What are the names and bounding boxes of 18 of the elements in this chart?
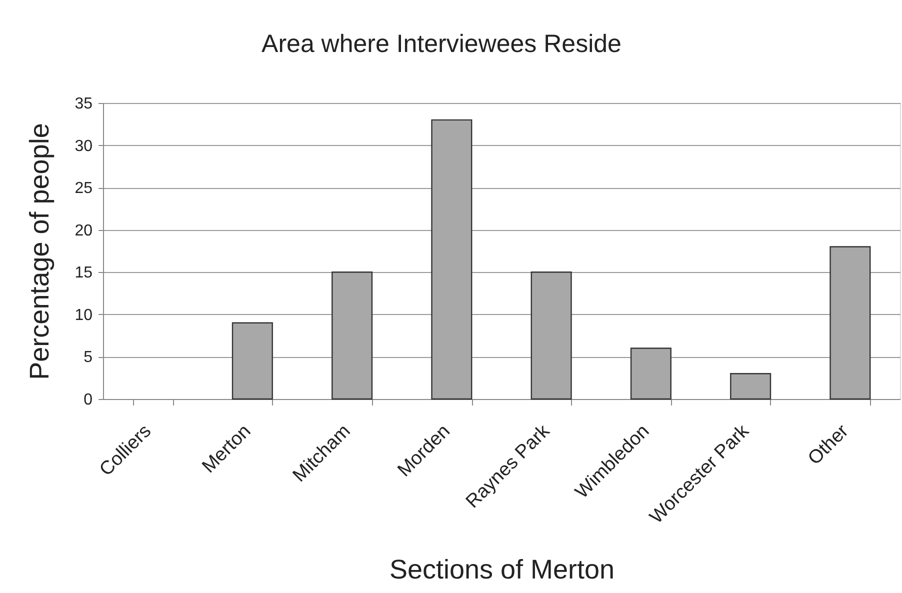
- bar: [431, 119, 472, 400]
- y-tick-label: 10: [74, 306, 93, 324]
- y-axis-title: Percentage of people: [24, 123, 54, 380]
- bar: [730, 373, 772, 400]
- y-tick-label: 25: [74, 180, 93, 198]
- y-tick-label: 5: [84, 349, 93, 366]
- bar: [830, 246, 871, 400]
- bar: [530, 272, 572, 400]
- y-tick-label: 30: [74, 138, 93, 155]
- x-axis-title: Sections of Merton: [389, 554, 615, 584]
- y-tick-label: 0: [84, 392, 93, 408]
- bar: [332, 272, 373, 400]
- chart-title: Area where Interviewees Reside: [262, 30, 622, 58]
- y-tick-label: 15: [74, 264, 93, 282]
- bar: [232, 322, 273, 400]
- bar: [630, 348, 672, 400]
- y-tick-label: 35: [74, 96, 93, 112]
- y-tick-label: 20: [74, 222, 93, 240]
